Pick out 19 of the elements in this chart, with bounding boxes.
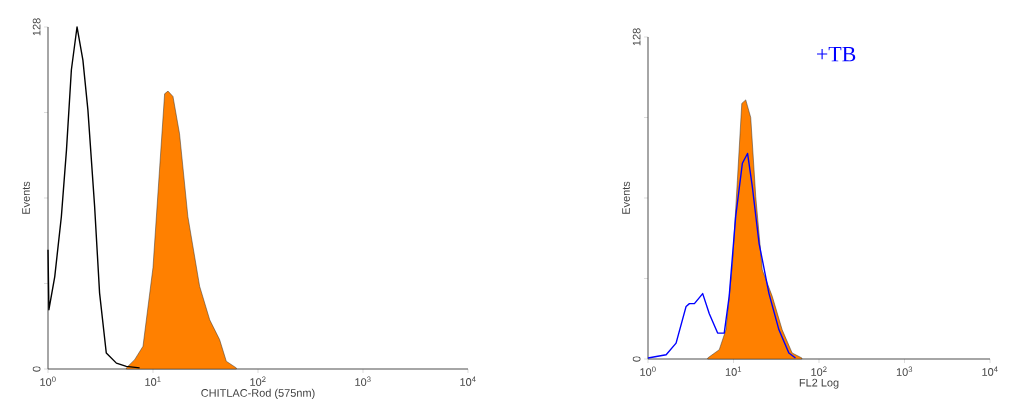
x-tick-label: 10$^{2}$ bbox=[811, 366, 827, 376]
x-tick-label: 10$^{1}$ bbox=[145, 376, 161, 386]
annotation: +TB bbox=[817, 46, 856, 62]
x-tick-label: 10$^{0}$ bbox=[40, 376, 56, 386]
x-tick-label: 10$^{0}$ bbox=[640, 366, 656, 376]
x-tick-label: 10$^{4}$ bbox=[982, 366, 998, 376]
y-axis-title: Events bbox=[22, 181, 30, 214]
x-axis-title: FL2 Log bbox=[799, 378, 839, 389]
y-tick-label: 0 bbox=[32, 366, 41, 372]
x-tick-label: 10$^{1}$ bbox=[725, 366, 742, 376]
x-tick-label: 10$^{3}$ bbox=[355, 376, 371, 386]
x-tick-label: 10$^{2}$ bbox=[250, 376, 266, 386]
y-tick-label: 0 bbox=[632, 356, 641, 362]
y-tick-label: 128 bbox=[32, 18, 41, 36]
y-axis-title: Events bbox=[622, 181, 630, 214]
x-tick-label: 10$^{3}$ bbox=[896, 366, 913, 376]
x-tick-label: 10$^{4}$ bbox=[460, 376, 476, 386]
y-tick-label: 128 bbox=[632, 28, 641, 46]
x-axis-title: CHITLAC-Rod (575nm) bbox=[201, 388, 315, 399]
